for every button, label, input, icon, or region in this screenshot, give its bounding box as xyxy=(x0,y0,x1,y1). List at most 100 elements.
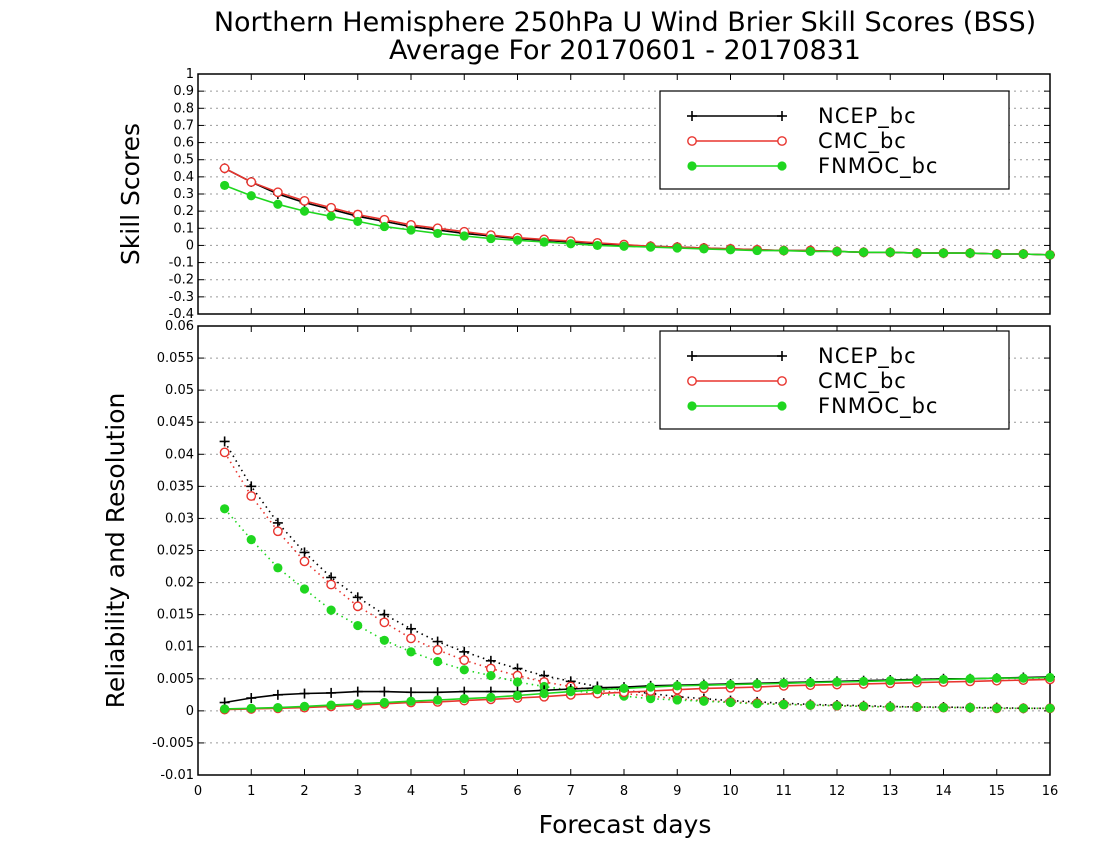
y-tick-label: 0.1 xyxy=(173,221,194,236)
series-fnmoc-bc-solid xyxy=(220,180,1055,260)
data-point xyxy=(566,239,576,249)
legend-entry-ncep-bc: NCEP_bc xyxy=(687,104,917,129)
data-point xyxy=(353,620,363,631)
data-point xyxy=(699,680,709,690)
data-point xyxy=(592,685,602,695)
x-tick-label: 10 xyxy=(722,784,739,799)
data-point xyxy=(486,233,496,244)
y-tick-label: -0.4 xyxy=(169,307,194,322)
data-point xyxy=(299,195,310,206)
data-point xyxy=(486,670,496,681)
y-tick-label: 0.3 xyxy=(173,187,194,202)
data-point xyxy=(752,679,762,689)
y-axis-label: Skill Scores xyxy=(116,123,145,265)
data-point xyxy=(752,245,762,256)
data-point xyxy=(859,676,869,686)
data-point xyxy=(459,665,469,675)
data-point xyxy=(938,703,949,713)
data-point xyxy=(299,688,310,699)
series-fnmoc-bc-solid xyxy=(220,672,1055,714)
y-tick-label: 0.02 xyxy=(165,576,194,591)
data-point xyxy=(219,447,230,458)
series-line xyxy=(223,451,1050,710)
y-tick-label: 1 xyxy=(186,67,194,82)
data-point xyxy=(912,702,922,712)
data-point xyxy=(246,534,256,545)
data-point xyxy=(672,681,682,691)
data-point xyxy=(433,228,443,239)
y-tick-label: 0.04 xyxy=(165,447,194,462)
y-tick-label: 0.7 xyxy=(173,118,194,133)
legend-label: NCEP_bc xyxy=(818,104,917,129)
series-line xyxy=(224,184,1051,256)
data-point xyxy=(592,240,602,251)
series-ncep-bc-solid xyxy=(219,671,1055,708)
data-point xyxy=(272,517,283,528)
y-tick-label: 0.055 xyxy=(157,351,194,366)
data-point xyxy=(539,688,549,699)
data-point xyxy=(246,177,257,187)
data-point xyxy=(352,592,363,603)
data-point xyxy=(965,703,975,713)
legend-marker xyxy=(687,376,697,386)
y-tick-label: 0.5 xyxy=(173,153,194,168)
data-point xyxy=(832,246,842,257)
x-tick-label: 5 xyxy=(460,784,468,799)
x-tick-label: 9 xyxy=(673,784,681,799)
data-point xyxy=(299,547,310,558)
data-point xyxy=(406,633,416,644)
y-tick-label: -0.3 xyxy=(169,290,194,305)
data-point xyxy=(326,605,336,615)
data-point xyxy=(353,699,363,709)
data-point xyxy=(326,211,336,221)
data-point xyxy=(512,677,523,687)
data-point xyxy=(353,216,363,227)
data-point xyxy=(379,635,389,645)
data-point xyxy=(326,687,337,698)
legend-marker xyxy=(777,161,787,171)
legend-box xyxy=(659,330,1010,430)
x-tick-label: 15 xyxy=(988,784,1005,799)
series-cmc-bc-dotted xyxy=(219,447,1055,714)
data-point xyxy=(992,249,1002,259)
data-point xyxy=(699,696,709,706)
data-point xyxy=(433,656,443,667)
data-point xyxy=(486,692,496,702)
legend-marker xyxy=(687,111,697,121)
y-tick-label: 0.015 xyxy=(157,608,194,623)
data-point xyxy=(406,647,416,657)
plot-frame xyxy=(197,325,1051,776)
x-axis-label: Forecast days xyxy=(539,810,712,839)
data-point xyxy=(779,678,789,688)
data-point xyxy=(512,690,523,701)
data-point xyxy=(459,655,470,666)
data-point xyxy=(299,206,310,216)
data-point xyxy=(272,187,283,198)
data-point xyxy=(805,700,815,710)
x-tick-label: 7 xyxy=(567,784,575,799)
y-tick-label: 0.8 xyxy=(173,101,194,116)
y-tick-label: 0.035 xyxy=(157,479,194,494)
y-tick-label: 0.9 xyxy=(173,84,194,99)
data-point xyxy=(965,248,975,258)
plot-frame xyxy=(197,73,1051,315)
x-tick-label: 3 xyxy=(354,784,362,799)
data-point xyxy=(246,703,256,713)
data-point xyxy=(299,701,310,711)
data-point xyxy=(379,686,390,697)
data-point xyxy=(512,235,523,245)
data-point xyxy=(432,645,443,655)
data-point xyxy=(220,704,230,714)
x-tick-labels: 0 1 2 3 4 5 6 7 8 9 10 11 12 13 14 15 16 xyxy=(194,784,1058,799)
legend-marker xyxy=(687,136,697,146)
data-point xyxy=(1045,672,1055,683)
legend-entry-cmc-bc: CMC_bc xyxy=(687,129,906,154)
data-point xyxy=(1018,673,1028,683)
data-point xyxy=(273,199,283,209)
legend-entry-fnmoc-bc: FNMOC_bc xyxy=(687,394,937,419)
data-point xyxy=(672,243,682,253)
data-point xyxy=(459,694,469,704)
x-tick-label: 13 xyxy=(882,784,899,799)
